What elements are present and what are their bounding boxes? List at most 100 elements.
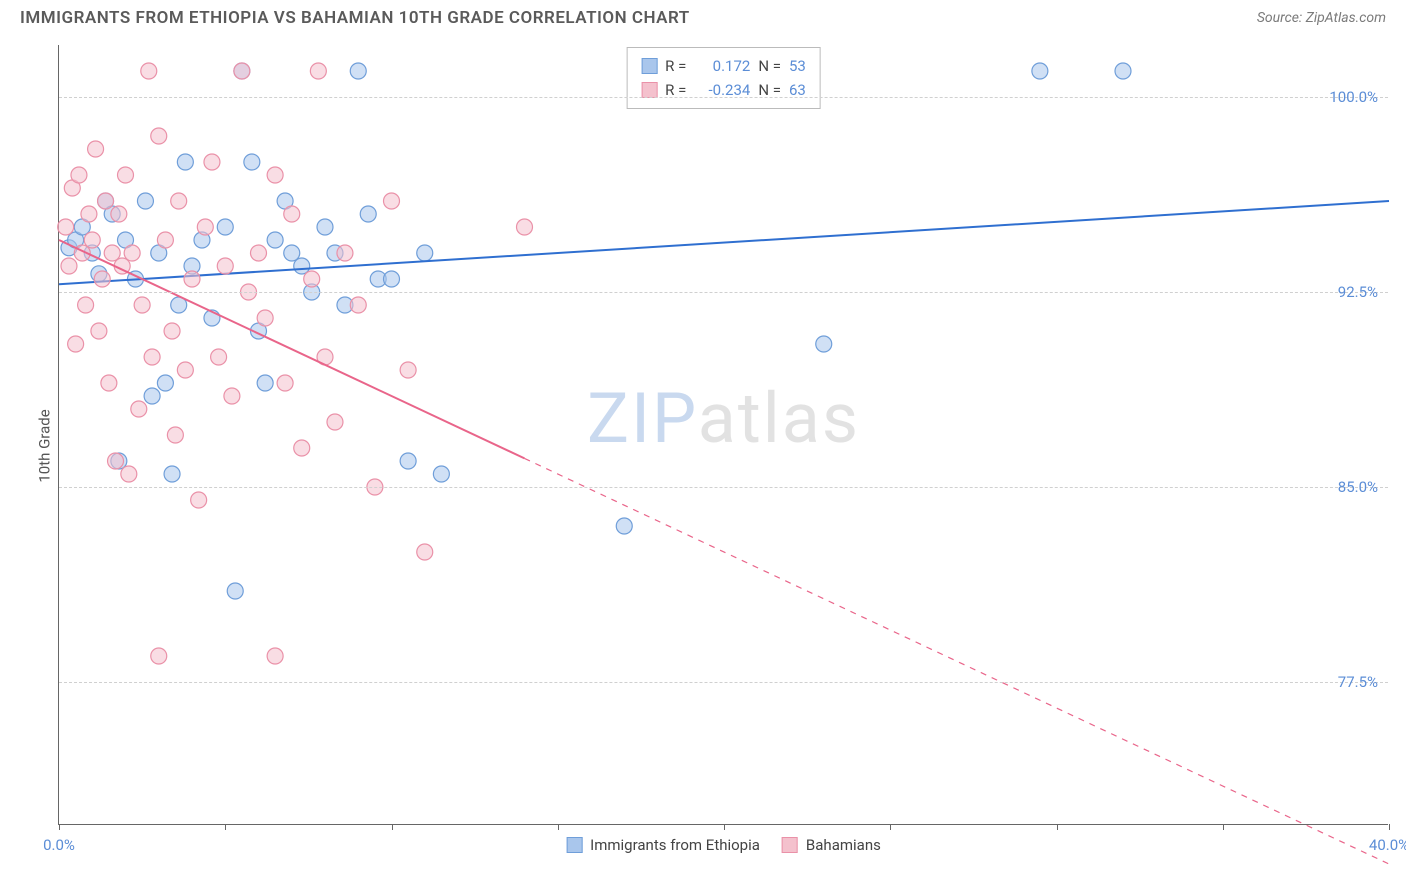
plot-svg <box>59 45 1388 824</box>
scatter-point <box>94 271 110 287</box>
scatter-point <box>304 271 320 287</box>
scatter-point <box>184 271 200 287</box>
xtick <box>890 824 891 830</box>
scatter-point <box>227 583 243 599</box>
gridline <box>59 97 1388 98</box>
swatch-series-1 <box>641 82 657 98</box>
trend-line <box>59 201 1389 284</box>
r-row-series-1: R = -0.234 N = 63 <box>641 78 806 102</box>
xtick <box>1389 824 1390 830</box>
scatter-point <box>91 323 107 339</box>
scatter-point <box>157 232 173 248</box>
r-value-0: 0.172 <box>694 54 750 78</box>
swatch-series-0 <box>641 58 657 74</box>
chart-title: IMMIGRANTS FROM ETHIOPIA VS BAHAMIAN 10T… <box>20 8 690 28</box>
scatter-point <box>68 336 84 352</box>
scatter-point <box>167 427 183 443</box>
scatter-point <box>267 648 283 664</box>
scatter-point <box>433 466 449 482</box>
scatter-point <box>81 206 97 222</box>
legend-item-1: Bahamians <box>782 836 881 854</box>
scatter-point <box>98 193 114 209</box>
legend-swatch-1 <box>782 837 798 853</box>
gridline <box>59 292 1388 293</box>
scatter-point <box>164 466 180 482</box>
scatter-point <box>144 349 160 365</box>
scatter-point <box>88 141 104 157</box>
series-legend: Immigrants from Ethiopia Bahamians <box>566 836 881 854</box>
scatter-point <box>71 167 87 183</box>
scatter-point <box>141 63 157 79</box>
scatter-point <box>217 219 233 235</box>
xtick <box>558 824 559 830</box>
scatter-point <box>384 271 400 287</box>
scatter-point <box>58 219 74 235</box>
scatter-point <box>417 245 433 261</box>
scatter-point <box>171 193 187 209</box>
xtick-label: 40.0% <box>1369 836 1406 854</box>
legend-swatch-0 <box>566 837 582 853</box>
scatter-point <box>257 310 273 326</box>
scatter-point <box>78 297 94 313</box>
trend-line-dashed <box>525 458 1390 864</box>
r-label-0: R = <box>665 54 686 78</box>
scatter-point <box>294 440 310 456</box>
xtick <box>59 824 60 830</box>
xtick <box>1223 824 1224 830</box>
scatter-point <box>84 232 100 248</box>
scatter-point <box>350 297 366 313</box>
scatter-point <box>284 206 300 222</box>
scatter-point <box>204 154 220 170</box>
scatter-point <box>101 375 117 391</box>
scatter-point <box>417 544 433 560</box>
legend-label-1: Bahamians <box>806 836 881 854</box>
header-bar: IMMIGRANTS FROM ETHIOPIA VS BAHAMIAN 10T… <box>0 0 1406 34</box>
scatter-point <box>267 167 283 183</box>
trend-line-solid <box>59 240 525 458</box>
scatter-point <box>1032 63 1048 79</box>
r-label-1: R = <box>665 78 686 102</box>
scatter-point <box>337 245 353 261</box>
scatter-point <box>244 154 260 170</box>
ytick-label: 85.0% <box>1338 478 1378 496</box>
scatter-point <box>360 206 376 222</box>
scatter-point <box>144 388 160 404</box>
r-value-1: -0.234 <box>694 78 750 102</box>
scatter-point <box>177 362 193 378</box>
scatter-point <box>1115 63 1131 79</box>
ytick-label: 77.5% <box>1338 673 1378 691</box>
scatter-point <box>111 206 127 222</box>
ytick-label: 100.0% <box>1329 88 1378 106</box>
n-label-0: N = <box>758 54 781 78</box>
scatter-point <box>118 167 134 183</box>
scatter-point <box>177 154 193 170</box>
chart-plot-area: ZIPatlas R = 0.172 N = 53 R = -0.234 N =… <box>58 45 1388 825</box>
n-value-1: 63 <box>789 78 806 102</box>
scatter-point <box>191 492 207 508</box>
xtick <box>392 824 393 830</box>
correlation-legend: R = 0.172 N = 53 R = -0.234 N = 63 <box>626 47 821 109</box>
scatter-point <box>121 466 137 482</box>
scatter-point <box>400 362 416 378</box>
scatter-point <box>384 193 400 209</box>
scatter-point <box>157 375 173 391</box>
scatter-point <box>224 388 240 404</box>
scatter-point <box>616 518 632 534</box>
r-row-series-0: R = 0.172 N = 53 <box>641 54 806 78</box>
gridline <box>59 487 1388 488</box>
scatter-point <box>137 193 153 209</box>
scatter-point <box>257 375 273 391</box>
n-label-1: N = <box>758 78 781 102</box>
scatter-point <box>517 219 533 235</box>
scatter-point <box>217 258 233 274</box>
scatter-point <box>108 453 124 469</box>
scatter-point <box>151 128 167 144</box>
xtick <box>1057 824 1058 830</box>
scatter-point <box>251 245 267 261</box>
n-value-0: 53 <box>789 54 806 78</box>
scatter-point <box>267 232 283 248</box>
scatter-point <box>310 63 326 79</box>
xtick-label: 0.0% <box>43 836 75 854</box>
legend-item-0: Immigrants from Ethiopia <box>566 836 760 854</box>
y-axis-label: 10th Grade <box>36 409 54 482</box>
